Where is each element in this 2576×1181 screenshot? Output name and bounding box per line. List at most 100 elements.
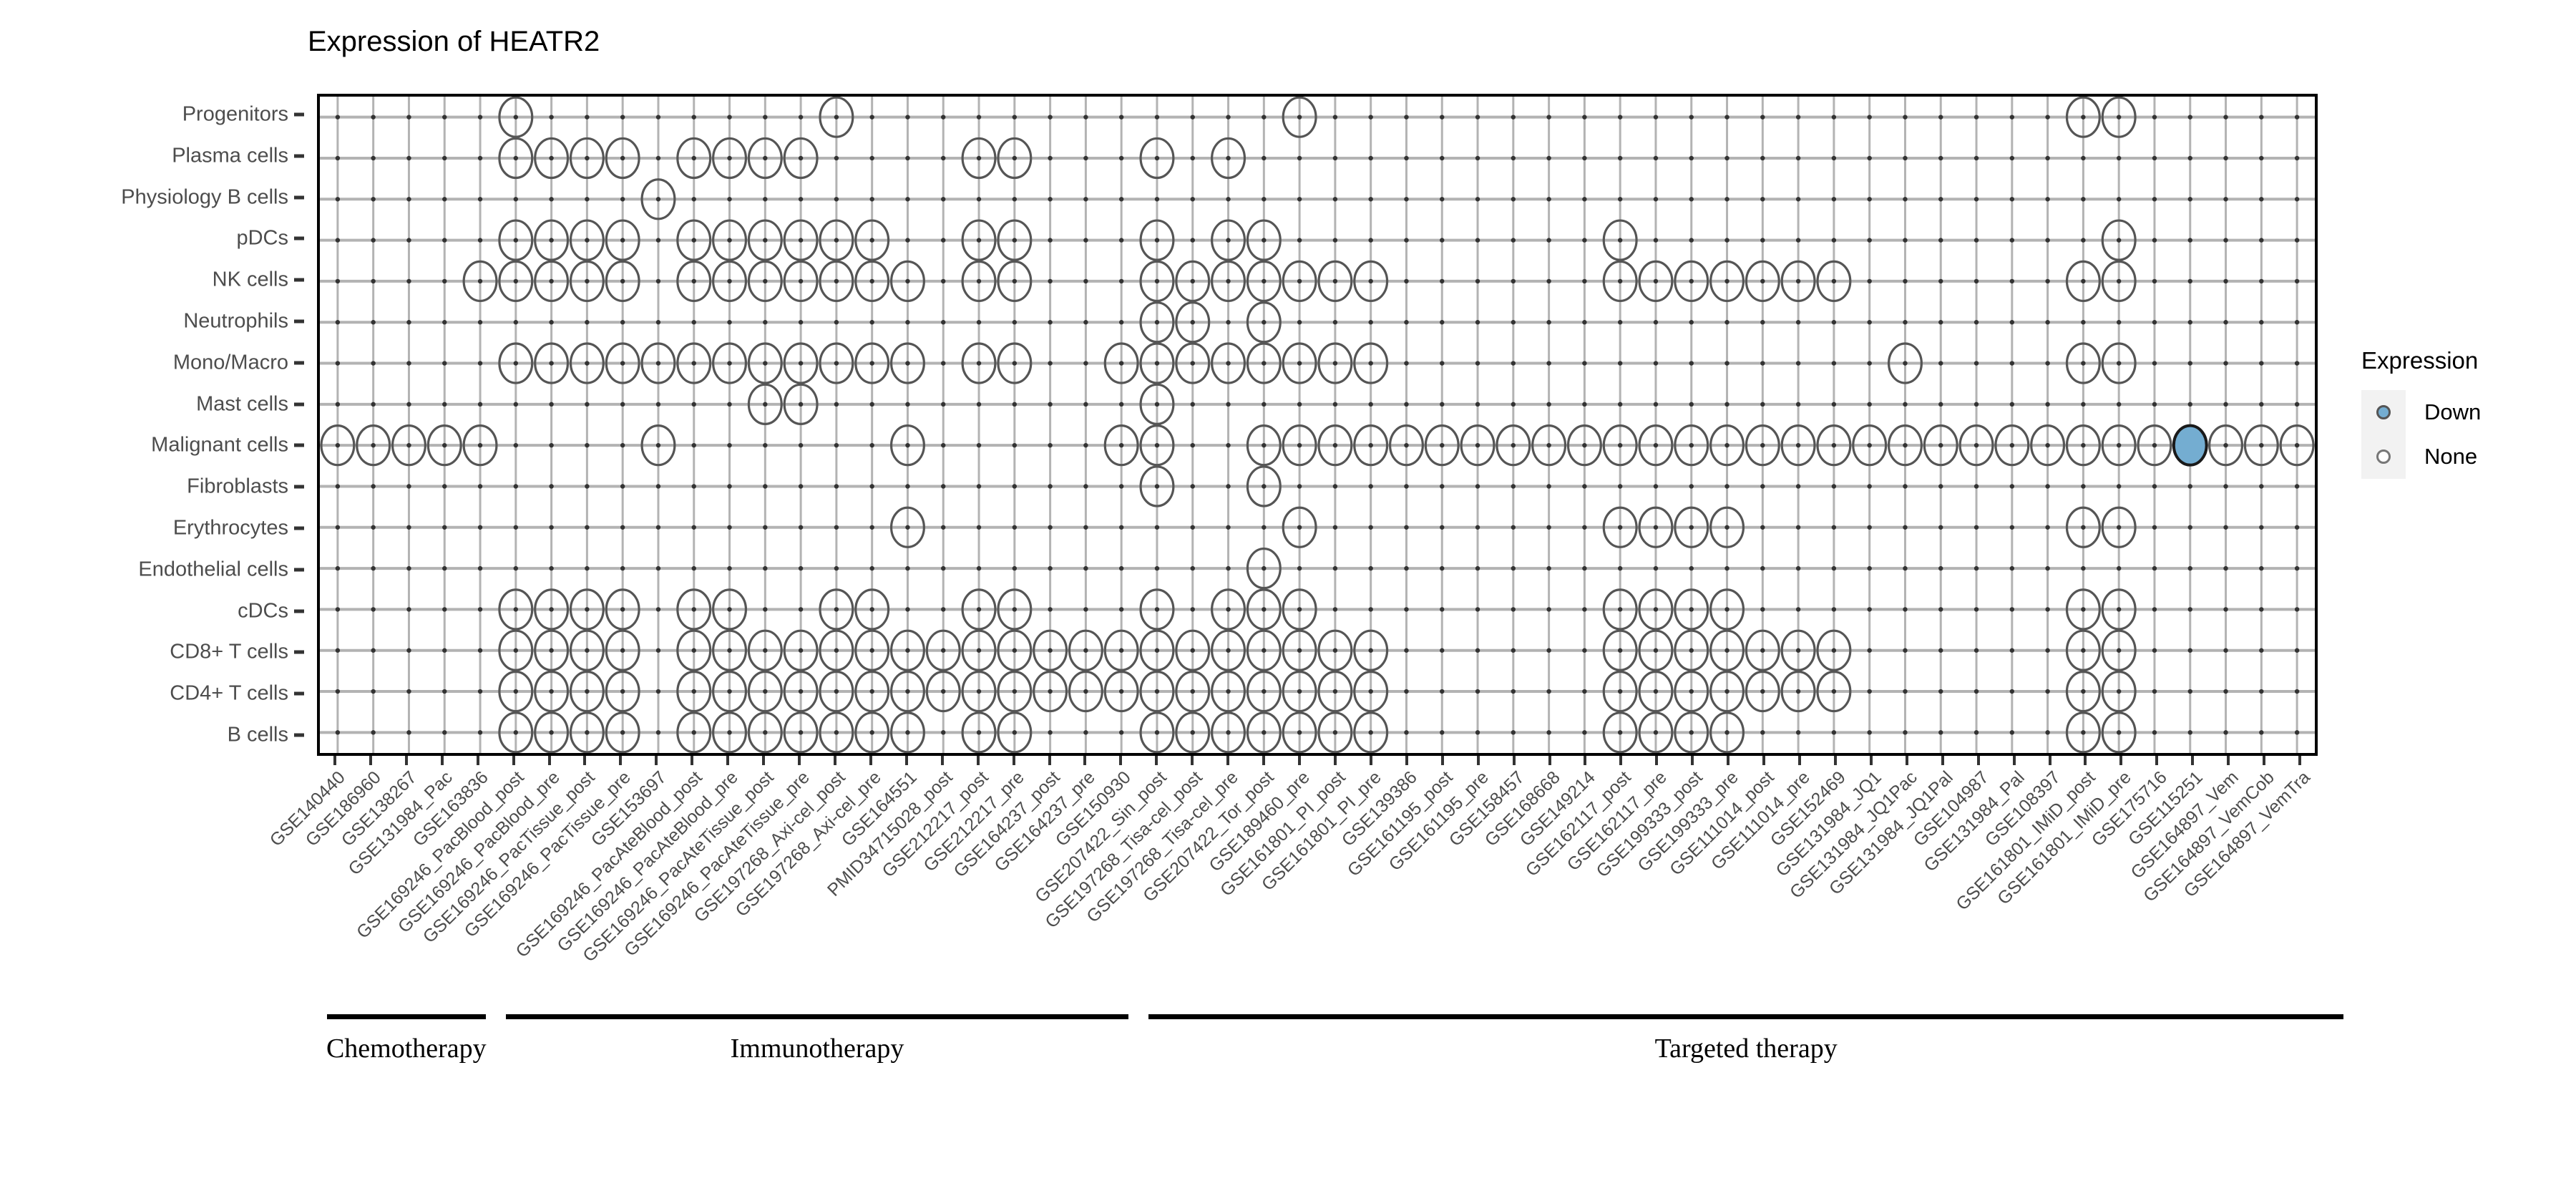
- y-axis-label: CD8+ T cells: [170, 640, 288, 664]
- y-axis-tick: [294, 485, 304, 489]
- y-axis-label: B cells: [227, 723, 288, 747]
- y-axis-label: cDCs: [238, 599, 288, 623]
- x-axis-tick: [1298, 756, 1302, 765]
- legend-key-none: [2361, 434, 2406, 479]
- x-axis-tick: [512, 756, 515, 765]
- dot-layer: [320, 97, 2315, 753]
- x-axis-tick: [1262, 756, 1266, 765]
- x-axis-tick: [1584, 756, 1587, 765]
- x-axis-tick: [1048, 756, 1051, 765]
- x-axis-tick: [583, 756, 587, 765]
- x-axis-tick: [1869, 756, 1873, 765]
- x-axis-ticks: [317, 756, 2318, 766]
- x-axis-tick: [1012, 756, 1015, 765]
- x-axis-tick: [1833, 756, 1837, 765]
- x-axis-tick: [547, 756, 551, 765]
- y-axis-tick: [294, 195, 304, 200]
- x-axis-tick: [2119, 756, 2123, 765]
- x-axis-tick: [1119, 756, 1123, 765]
- y-axis-label: Mono/Macro: [172, 351, 288, 374]
- x-axis-tick: [833, 756, 836, 765]
- y-axis-label: Erythrocytes: [172, 516, 288, 540]
- y-axis-tick: [294, 609, 304, 613]
- x-axis-tick: [798, 756, 801, 765]
- x-axis-tick: [976, 756, 980, 765]
- legend-item-none[interactable]: None: [2361, 434, 2569, 479]
- group-underline: [505, 1014, 1129, 1019]
- x-axis-tick: [1226, 756, 1230, 765]
- x-axis-tick: [2155, 756, 2159, 765]
- x-axis-labels: GSE140440 GSE186960 GSE138267 GSE131984_Pac…: [266, 767, 2318, 1003]
- x-axis-tick: [869, 756, 872, 765]
- y-axis-tick: [294, 112, 304, 117]
- x-axis-tick: [2012, 756, 2016, 765]
- legend-dot-none-icon: [2376, 449, 2391, 464]
- y-axis-label: Plasma cells: [172, 144, 288, 167]
- x-axis-tick: [1512, 756, 1516, 765]
- x-axis-tick: [1191, 756, 1194, 765]
- x-axis-tick: [1440, 756, 1444, 765]
- x-axis-tick: [1083, 756, 1087, 765]
- x-axis-tick: [726, 756, 730, 765]
- y-axis-label: Neutrophils: [183, 309, 288, 333]
- x-axis-tick: [1762, 756, 1766, 765]
- x-axis-tick: [1548, 756, 1551, 765]
- x-axis-tick: [691, 756, 694, 765]
- x-axis-tick: [1976, 756, 1980, 765]
- x-axis-tick: [904, 756, 908, 765]
- legend-dot-down-icon: [2376, 405, 2391, 419]
- y-axis-label: Malignant cells: [151, 433, 288, 457]
- y-axis-tick: [294, 319, 304, 324]
- x-axis-tick: [2263, 756, 2266, 765]
- y-axis-label: NK cells: [212, 268, 288, 291]
- x-axis-tick: [1655, 756, 1659, 765]
- legend-label-none: None: [2424, 444, 2478, 469]
- x-axis-tick: [440, 756, 444, 765]
- legend-title: Expression: [2361, 347, 2479, 374]
- x-axis-tick: [2227, 756, 2230, 765]
- y-axis-label: Fibroblasts: [187, 475, 288, 498]
- legend-key-down: [2361, 390, 2406, 434]
- x-axis-tick: [1727, 756, 1730, 765]
- x-axis-tick: [369, 756, 372, 765]
- x-axis-tick: [1476, 756, 1480, 765]
- legend: Expression Down None: [2361, 347, 2569, 479]
- x-axis-tick: [1691, 756, 1694, 765]
- y-axis-label: Mast cells: [196, 392, 288, 416]
- y-axis-tick: [294, 361, 304, 365]
- x-axis-tick: [1905, 756, 1908, 765]
- y-axis-label: Progenitors: [182, 102, 288, 126]
- x-axis-tick: [2298, 756, 2302, 765]
- legend-item-down[interactable]: Down: [2361, 390, 2569, 434]
- x-axis-tick: [2084, 756, 2087, 765]
- group-label: Chemotherapy: [326, 1034, 487, 1064]
- y-axis-tick: [294, 733, 304, 737]
- x-axis-tick: [476, 756, 479, 765]
- y-axis-label: CD4+ T cells: [170, 681, 288, 705]
- x-axis-tick: [1798, 756, 1802, 765]
- page-title: Expression of HEATR2: [308, 26, 600, 57]
- group-underline: [1148, 1014, 2343, 1019]
- x-axis-tick: [762, 756, 766, 765]
- x-axis-tick: [619, 756, 623, 765]
- y-axis-tick: [294, 236, 304, 240]
- x-axis-tick: [333, 756, 336, 765]
- group-label: Targeted therapy: [1654, 1034, 1838, 1064]
- x-axis-tick: [404, 756, 408, 765]
- y-axis-label: Endothelial cells: [138, 558, 288, 581]
- x-axis-tick: [2191, 756, 2195, 765]
- y-axis-tick: [294, 526, 304, 530]
- x-axis-tick: [1333, 756, 1337, 765]
- y-axis: Progenitors Plasma cells Physiology B cell…: [0, 94, 304, 756]
- x-axis-tick: [1405, 756, 1408, 765]
- x-axis-tick: [655, 756, 658, 765]
- x-axis-tick: [2048, 756, 2051, 765]
- y-axis-tick: [294, 650, 304, 654]
- x-axis-tick: [940, 756, 944, 765]
- x-axis-tick: [1619, 756, 1623, 765]
- legend-label-down: Down: [2424, 399, 2482, 424]
- group-underline: [327, 1014, 486, 1019]
- y-axis-label: Physiology B cells: [121, 185, 288, 209]
- y-axis-tick: [294, 402, 304, 407]
- plot-panel: [317, 94, 2318, 756]
